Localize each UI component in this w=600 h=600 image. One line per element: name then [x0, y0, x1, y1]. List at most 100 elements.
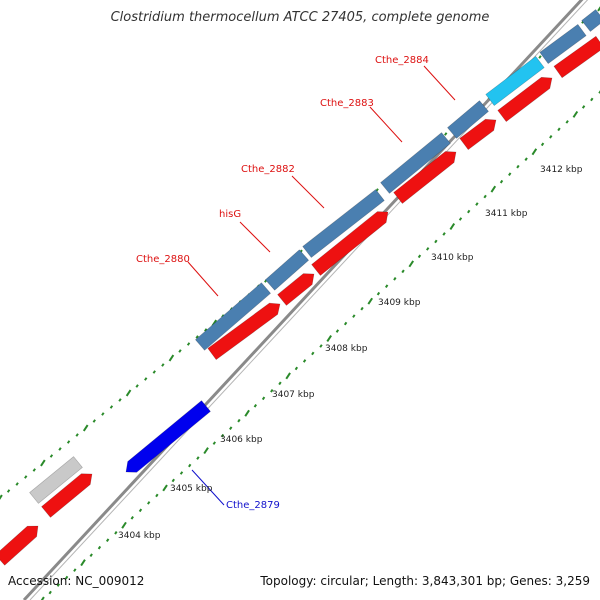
tick-mark — [285, 372, 291, 380]
tick-mark — [15, 482, 19, 486]
kbp-label: 3409 kbp — [378, 298, 421, 308]
tick-mark — [326, 335, 332, 343]
tick-mark — [203, 447, 209, 455]
tick-mark — [186, 342, 191, 346]
tick-mark — [302, 359, 307, 363]
inner-gene[interactable] — [459, 118, 497, 151]
kbp-label: 3411 kbp — [485, 209, 528, 219]
tick-mark — [135, 384, 139, 388]
tick-mark — [138, 508, 143, 513]
tick-mark — [475, 202, 479, 206]
outer-gene[interactable] — [302, 189, 385, 258]
tick-mark — [581, 105, 586, 109]
inner-gene[interactable] — [553, 35, 600, 79]
inner-gene[interactable] — [393, 151, 457, 204]
tick-mark — [155, 493, 159, 498]
outer-gene[interactable] — [581, 9, 600, 32]
tick-mark — [39, 596, 45, 600]
gene-label[interactable]: Cthe_2880 — [136, 254, 190, 265]
gene-label[interactable]: Cthe_2879 — [226, 500, 280, 511]
tick-mark — [89, 553, 93, 557]
outer-gene[interactable] — [380, 132, 451, 194]
tick-mark — [220, 433, 225, 438]
outer-gene[interactable] — [485, 56, 545, 106]
tick-mark — [401, 269, 405, 274]
tick-mark — [144, 377, 148, 381]
kbp-label: 3407 kbp — [272, 390, 315, 400]
tick-mark — [311, 351, 315, 356]
outer-strand-genes — [29, 9, 600, 504]
tick-mark — [161, 363, 165, 367]
tick-mark — [270, 389, 274, 393]
label-leader-line — [187, 261, 219, 297]
tick-mark — [408, 260, 415, 268]
tick-mark — [196, 456, 200, 460]
kbp-label: 3410 kbp — [431, 253, 474, 263]
tick-mark — [540, 142, 545, 147]
tick-mark — [114, 530, 118, 535]
label-leader-line — [291, 175, 325, 209]
gene-label[interactable]: Cthe_2882 — [241, 164, 295, 175]
tick-mark — [319, 344, 323, 348]
outer-gene[interactable] — [195, 282, 271, 351]
outer-gene[interactable] — [264, 249, 310, 291]
gene-label[interactable]: hisG — [219, 209, 241, 220]
kbp-label: 3406 kbp — [220, 435, 263, 445]
tick-mark — [294, 366, 299, 371]
tick-mark — [105, 538, 110, 543]
tick-mark — [118, 398, 122, 402]
tick-mark — [597, 4, 600, 12]
tick-mark — [56, 583, 61, 587]
inner-gene[interactable] — [497, 76, 553, 122]
inner-gene[interactable] — [0, 525, 39, 566]
inner-gene[interactable] — [277, 273, 315, 306]
kbp-label: 3408 kbp — [325, 344, 368, 354]
tick-mark — [352, 314, 356, 318]
gene-label[interactable]: Cthe_2884 — [375, 55, 429, 66]
label-leader-line — [191, 469, 225, 506]
outer-gene[interactable] — [539, 23, 587, 65]
tick-mark — [168, 354, 175, 362]
tick-mark — [376, 291, 381, 296]
kbp-label: 3412 kbp — [540, 165, 583, 175]
tick-mark — [253, 403, 258, 408]
tick-mark — [73, 568, 77, 572]
tick-mark — [179, 471, 184, 475]
tick-mark — [434, 239, 438, 244]
label-leader-line — [369, 106, 403, 143]
tick-mark — [367, 297, 373, 305]
tick-mark — [335, 329, 340, 333]
tick-mark — [417, 254, 422, 259]
gene-label[interactable]: Cthe_2883 — [320, 98, 374, 109]
outer-gene[interactable] — [447, 100, 489, 139]
inner-gene[interactable] — [41, 473, 93, 518]
tick-mark — [6, 489, 11, 493]
map-labels: Cthe_2880 hisG Cthe_2882 Cthe_2883 Cthe_2884… — [118, 55, 583, 541]
tick-mark — [343, 321, 348, 326]
tick-mark — [48, 590, 52, 595]
tick-mark — [130, 516, 134, 520]
tick-mark — [444, 132, 448, 136]
inner-gene[interactable] — [207, 302, 281, 361]
tick-mark — [97, 545, 102, 550]
tick-mark — [516, 164, 520, 169]
tick-mark — [152, 370, 156, 374]
tick-mark — [178, 349, 182, 353]
tick-mark — [24, 475, 28, 479]
tick-mark — [393, 276, 397, 281]
tick-mark — [204, 328, 208, 332]
tick-mark — [121, 521, 127, 529]
tick-mark — [188, 463, 192, 468]
inner-gene[interactable] — [311, 211, 389, 276]
genome-summary: Topology: circular; Length: 3,843,301 bp… — [260, 574, 590, 588]
tick-mark — [557, 127, 561, 132]
tick-mark — [531, 148, 538, 156]
tick-mark — [244, 409, 250, 417]
tick-mark — [101, 412, 105, 416]
inner-gene[interactable] — [125, 400, 211, 473]
tick-mark — [278, 381, 282, 386]
tick-mark — [80, 559, 86, 567]
tick-mark — [92, 419, 96, 423]
outer-gene[interactable] — [29, 456, 83, 504]
